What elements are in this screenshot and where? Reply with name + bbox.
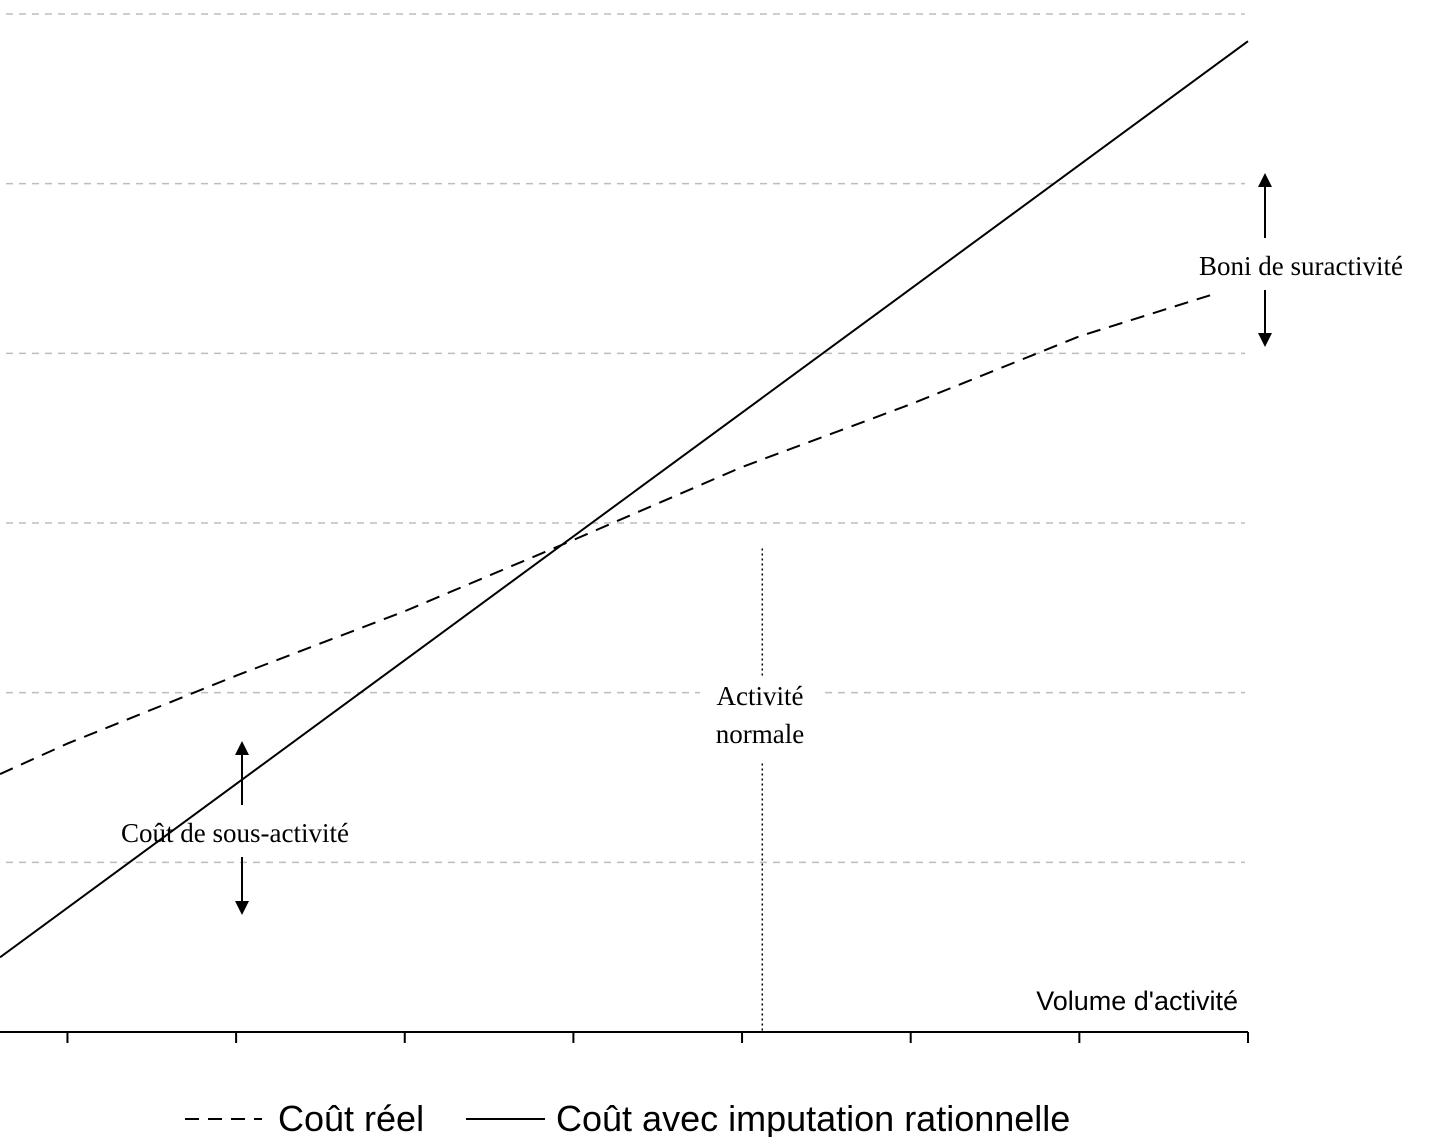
legend-label-cout-imputation: Coût avec imputation rationnelle <box>556 1098 1070 1137</box>
series-group <box>0 40 1249 959</box>
annotations: Boni de suractivité Coût de sous-activit… <box>121 173 1403 915</box>
x-axis: Volume d'activité <box>0 986 1249 1043</box>
activite-normale-line1: Activité <box>717 681 804 711</box>
activite-normale-line2: normale <box>716 719 804 749</box>
legend-label-cout-reel: Coût réel <box>278 1098 424 1137</box>
boni-annotation: Boni de suractivité <box>1199 251 1403 281</box>
series-line-cout-imputation <box>0 40 1249 959</box>
series-line-cout-reel <box>0 292 1215 776</box>
sous-activite-annotation: Coût de sous-activité <box>121 818 349 848</box>
legend: Coût réel Coût avec imputation rationnel… <box>185 1098 1070 1137</box>
x-axis-label: Volume d'activité <box>1036 986 1238 1016</box>
x-ticks <box>66 1032 1249 1043</box>
activite-normale-bg <box>700 676 822 762</box>
grid-lines <box>6 13 1245 864</box>
